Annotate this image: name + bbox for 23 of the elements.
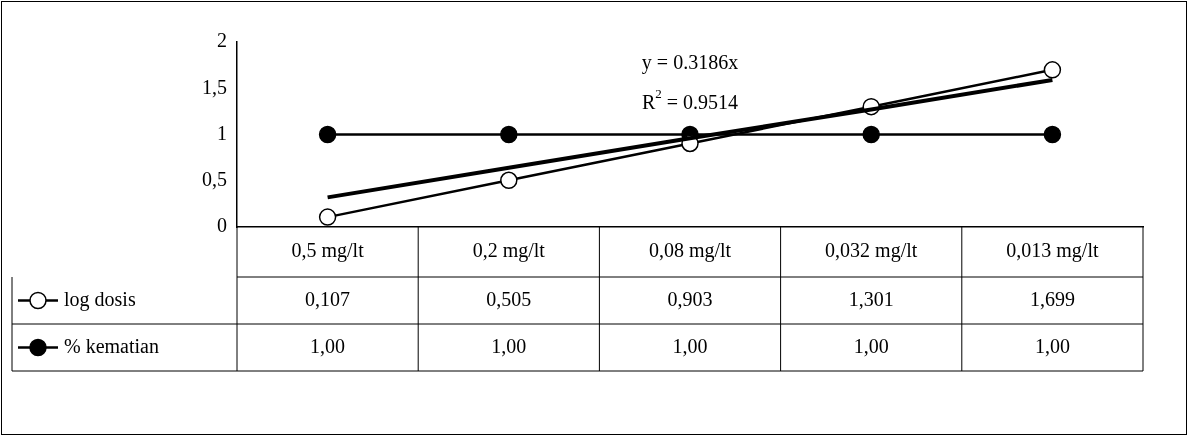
legend-label: log dosis <box>64 287 136 311</box>
data-label: 1,00 <box>853 334 889 357</box>
data-label: 1,00 <box>1034 334 1070 357</box>
data-label: 1,00 <box>310 334 346 357</box>
data-label: 0,903 <box>667 287 713 310</box>
y-tick-label: 0,5 <box>202 168 227 190</box>
x-tick-label: 0,08 mg/lt <box>648 239 732 263</box>
y-tick-label: 0 <box>217 214 227 237</box>
x-tick-label: 0,5 mg/lt <box>291 239 365 263</box>
x-tick-label: 0,032 mg/lt <box>825 239 918 263</box>
y-tick-label: 1 <box>217 121 227 144</box>
data-label: 1,00 <box>491 334 527 357</box>
legend-label: % kematian <box>64 334 159 357</box>
data-label: 1,699 <box>1029 287 1075 310</box>
annotation: y = 0.3186x <box>641 51 739 75</box>
data-label: 0,107 <box>305 287 351 310</box>
data-label: 1,301 <box>848 287 894 310</box>
x-tick-label: 0,2 mg/lt <box>472 239 546 263</box>
data-label: 0,505 <box>486 287 532 310</box>
y-tick-label: 1,5 <box>202 75 227 98</box>
data-label: 1,00 <box>672 334 708 357</box>
x-tick-label: 0,013 mg/lt <box>1006 239 1099 263</box>
y-tick-label: 2 <box>217 29 227 52</box>
